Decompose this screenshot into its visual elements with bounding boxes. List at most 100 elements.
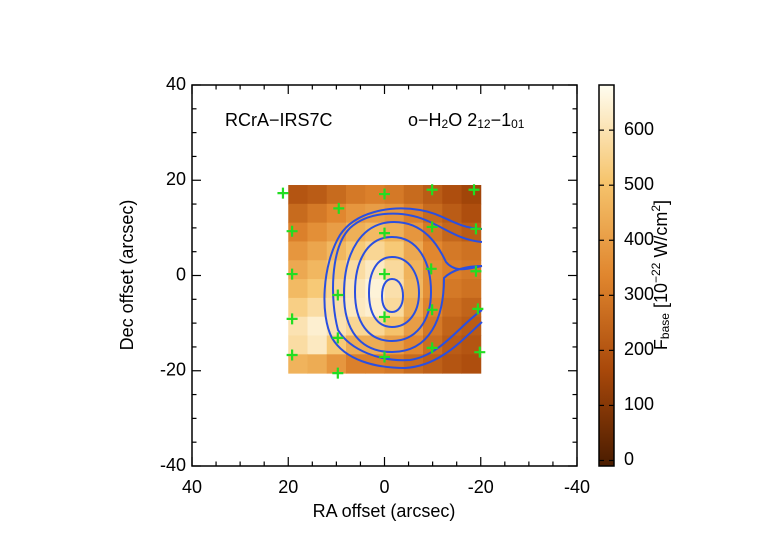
marker bbox=[426, 304, 438, 316]
heat-cell bbox=[307, 279, 328, 299]
heat-cell bbox=[326, 203, 347, 224]
heat-cell bbox=[461, 335, 482, 355]
heat-cell bbox=[384, 297, 405, 318]
label-part: 01 bbox=[511, 117, 525, 131]
heat-cell bbox=[307, 185, 328, 205]
heat-cell bbox=[307, 222, 328, 242]
contour bbox=[380, 277, 405, 314]
label-part: 2 bbox=[442, 117, 449, 131]
colorbar-tick-label: 200 bbox=[624, 339, 654, 359]
heat-cell bbox=[403, 203, 424, 224]
label-part: ] bbox=[651, 200, 671, 205]
marker bbox=[426, 342, 438, 354]
marker bbox=[286, 313, 298, 325]
marker bbox=[277, 187, 289, 199]
contour bbox=[323, 207, 483, 370]
heat-cell bbox=[384, 241, 405, 261]
heat-cell bbox=[403, 185, 424, 205]
heat-cell bbox=[346, 185, 366, 205]
marker bbox=[379, 311, 390, 323]
heat-cell bbox=[365, 316, 385, 337]
label-part: −22 bbox=[649, 262, 663, 283]
heat-cell bbox=[365, 222, 385, 242]
marker bbox=[286, 349, 298, 361]
marker bbox=[470, 265, 482, 277]
y-tick-label: 40 bbox=[166, 74, 186, 94]
heat-cell bbox=[288, 279, 308, 299]
y-tick-label: -40 bbox=[160, 455, 186, 475]
marker bbox=[426, 221, 438, 233]
heat-cell bbox=[326, 279, 347, 299]
label-part: W/cm bbox=[651, 212, 671, 263]
heat-cell bbox=[461, 354, 482, 374]
heat-cell bbox=[346, 203, 366, 224]
heat-cell bbox=[307, 335, 328, 355]
marker bbox=[425, 263, 437, 275]
heat-cell bbox=[442, 241, 462, 261]
contours bbox=[323, 207, 483, 370]
heat-cell bbox=[365, 203, 385, 224]
label-part: O 2 bbox=[448, 110, 477, 130]
heat-cell bbox=[288, 185, 308, 205]
marker bbox=[286, 268, 298, 280]
heat-cell bbox=[307, 203, 328, 224]
y-tick-label: 20 bbox=[166, 169, 186, 189]
x-tick-label: -40 bbox=[564, 477, 590, 497]
label-part: o−H bbox=[408, 110, 442, 130]
colorbar bbox=[599, 85, 614, 466]
heat-cell bbox=[307, 241, 328, 261]
colorbar-tick-label: 100 bbox=[624, 394, 654, 414]
marker bbox=[474, 346, 486, 358]
heat-cell bbox=[365, 185, 385, 205]
heat-cell bbox=[461, 203, 482, 224]
colorbar-tick-label: 600 bbox=[624, 119, 654, 139]
heat-cell bbox=[365, 354, 385, 374]
heat-cell bbox=[403, 279, 424, 299]
marker bbox=[332, 367, 344, 379]
label-part: [10 bbox=[651, 283, 671, 313]
heat-cell bbox=[442, 335, 462, 355]
contour bbox=[367, 255, 421, 329]
heat-cell bbox=[307, 297, 328, 318]
marker bbox=[379, 227, 390, 239]
heat-cell bbox=[326, 222, 347, 242]
heat-cell bbox=[423, 279, 443, 299]
heat-cell bbox=[461, 279, 482, 299]
heat-cell bbox=[288, 203, 308, 224]
colorbar-tick-label: 400 bbox=[624, 229, 654, 249]
heat-cell bbox=[365, 241, 385, 261]
heat-cell bbox=[461, 185, 482, 205]
heat-cell bbox=[442, 279, 462, 299]
heat-cell bbox=[307, 316, 328, 337]
line-label: o−H2O 212−101 bbox=[408, 110, 525, 131]
heat-cell bbox=[461, 241, 482, 261]
heat-cell bbox=[442, 354, 462, 374]
heat-cell bbox=[403, 241, 424, 261]
marker bbox=[379, 188, 390, 200]
marker bbox=[332, 289, 344, 301]
heat-cell bbox=[288, 241, 308, 261]
x-axis-title: RA offset (arcsec) bbox=[313, 501, 456, 521]
x-tick-label: -20 bbox=[468, 477, 494, 497]
label-part: base bbox=[658, 313, 672, 339]
heat-cell bbox=[442, 203, 462, 224]
colorbar-label: Fbase [10−22 W/cm2] bbox=[649, 200, 672, 350]
heat-cell bbox=[307, 354, 328, 374]
colorbar-tick-label: 300 bbox=[624, 284, 654, 304]
colorbar-tick-label: 500 bbox=[624, 174, 654, 194]
source-label: RCrA−IRS7C bbox=[225, 110, 333, 130]
heat-cell bbox=[442, 316, 462, 337]
markers bbox=[277, 184, 486, 379]
heat-cell bbox=[384, 185, 405, 205]
heat-cell bbox=[346, 354, 366, 374]
label-part: −1 bbox=[491, 110, 512, 130]
heatmap bbox=[288, 185, 482, 374]
heat-cell bbox=[326, 185, 347, 205]
heat-cell bbox=[461, 316, 482, 337]
marker bbox=[379, 351, 390, 363]
heat-cell bbox=[384, 260, 405, 280]
x-tick-label: 20 bbox=[278, 477, 298, 497]
contour bbox=[353, 235, 433, 343]
heat-cell bbox=[326, 354, 347, 374]
